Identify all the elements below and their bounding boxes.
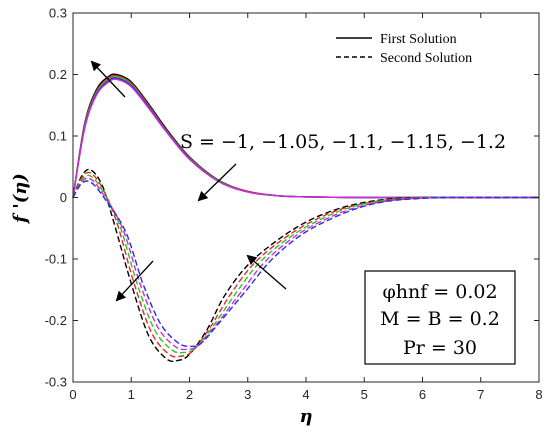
legend: First Solution Second Solution xyxy=(321,25,535,71)
x-tick-label: 7 xyxy=(477,387,484,402)
series-second-line xyxy=(72,177,539,351)
y-axis-label: f '(η) xyxy=(10,173,31,225)
legend-box xyxy=(321,25,535,71)
y-tick-label: 0.1 xyxy=(49,129,67,144)
series-second-line xyxy=(72,174,539,354)
x-tick-label: 3 xyxy=(244,387,251,402)
parameter-box-frame xyxy=(364,270,516,365)
y-tick-label: -0.3 xyxy=(45,375,67,390)
y-tick-label: 0.2 xyxy=(49,67,67,82)
s-annotation: S = −1, −1.05, −1.1, −1.15, −1.2 xyxy=(180,131,506,153)
x-tick-label: 1 xyxy=(128,387,135,402)
arrow-first-peak xyxy=(90,60,126,98)
y-tick-label: -0.1 xyxy=(45,252,67,267)
series-second-line xyxy=(72,180,539,348)
x-tick-label: 5 xyxy=(361,387,368,402)
x-tick-label: 4 xyxy=(302,387,309,402)
param-phi: φhnf = 0.02 xyxy=(382,281,497,303)
y-tick-label: 0.3 xyxy=(49,6,67,21)
param-mb: M = B = 0.2 xyxy=(380,308,500,330)
series-first-line xyxy=(72,78,539,199)
x-tick-label: 6 xyxy=(419,387,426,402)
param-pr: Pr = 30 xyxy=(403,337,477,359)
y-tick-label: -0.2 xyxy=(45,313,67,328)
curves-layer xyxy=(72,73,539,363)
arrow-second-left xyxy=(115,260,154,302)
parameter-box: φhnf = 0.02 M = B = 0.2 Pr = 30 xyxy=(364,270,516,365)
x-tick-label: 2 xyxy=(186,387,193,402)
legend-label-second: Second Solution xyxy=(380,51,472,66)
legend-label-first: First Solution xyxy=(380,32,457,47)
x-tick-label: 8 xyxy=(535,387,542,402)
y-tick-label: 0 xyxy=(60,190,67,205)
plot-frame xyxy=(72,12,540,383)
arrow-second-right xyxy=(246,254,287,290)
x-tick-label: 0 xyxy=(69,387,76,402)
x-axis-label: η xyxy=(299,406,312,427)
arrow-first-tail xyxy=(197,163,237,202)
